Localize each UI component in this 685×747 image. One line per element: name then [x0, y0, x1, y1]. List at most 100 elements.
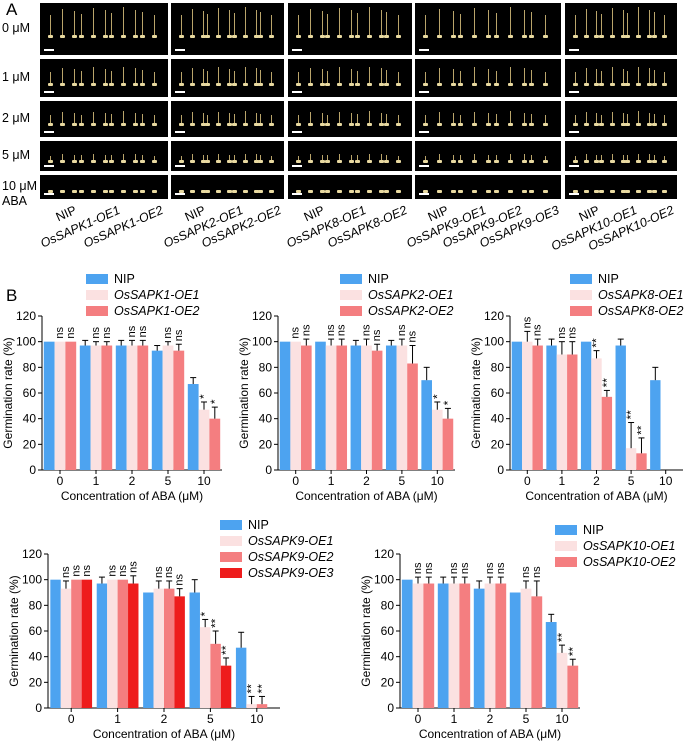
y-tick-label: 80 — [23, 360, 37, 374]
seed-mark — [354, 123, 360, 127]
shoot-mark — [135, 154, 137, 160]
significance-label: ** — [255, 684, 269, 694]
seed-mark — [384, 123, 390, 127]
seed-mark — [521, 35, 527, 39]
seedling-photo — [288, 101, 412, 137]
seed-mark — [543, 35, 549, 39]
shoot-mark — [229, 154, 231, 160]
seed-mark — [78, 159, 84, 163]
bar — [580, 341, 592, 470]
shoot-mark — [368, 153, 370, 160]
seed-mark — [507, 159, 513, 163]
seed-mark — [90, 159, 96, 163]
bar — [615, 345, 626, 470]
shoot-mark — [596, 154, 598, 160]
x-tick-label: 5 — [207, 712, 214, 726]
seed-mark — [625, 159, 631, 163]
seed-mark — [151, 82, 157, 86]
seed-mark — [507, 35, 513, 39]
scale-bar — [419, 91, 429, 93]
shoot-mark — [207, 71, 209, 83]
shoot-mark — [664, 115, 666, 124]
seed-mark — [227, 123, 233, 127]
y-tick-label: 0 — [265, 463, 272, 477]
seed-mark — [307, 35, 313, 39]
seed-mark — [227, 159, 233, 163]
seed-mark — [486, 159, 492, 163]
seed-mark — [179, 159, 184, 163]
shoot-mark — [351, 68, 353, 83]
bar — [256, 704, 268, 708]
shoot-mark — [495, 13, 497, 36]
seed-mark — [242, 189, 248, 193]
shoot-mark — [495, 114, 497, 124]
seed-mark — [662, 189, 668, 193]
seed-mark — [450, 189, 456, 193]
shoot-mark — [233, 13, 235, 36]
shoot-mark — [123, 66, 125, 83]
shoot-mark — [50, 71, 51, 83]
shoot-mark — [596, 11, 598, 36]
shoot-mark — [218, 111, 220, 124]
significance-label: ns — [153, 566, 165, 578]
shoot-mark — [425, 115, 426, 124]
bar — [60, 588, 72, 708]
bar — [220, 665, 232, 708]
seed-mark — [458, 82, 464, 86]
scale-bar — [419, 131, 429, 133]
bar — [173, 350, 185, 470]
legend-swatch — [570, 290, 592, 300]
seed-mark — [296, 35, 301, 39]
x-tick-label: 1 — [559, 474, 566, 488]
seed-mark — [354, 189, 360, 193]
significance-label: ns — [532, 324, 544, 336]
seed-mark — [651, 123, 657, 127]
seed-mark — [121, 123, 127, 127]
significance-label: ** — [245, 684, 259, 694]
bar — [210, 643, 221, 708]
significance-label: ns — [371, 329, 383, 341]
significance-label: ** — [634, 425, 648, 435]
seed-mark — [253, 159, 259, 163]
significance-label: ns — [521, 316, 533, 328]
seed-mark — [319, 159, 325, 163]
scale-bar — [44, 131, 54, 133]
shoot-mark — [653, 12, 655, 36]
significance-label: ** — [555, 632, 569, 642]
bar — [235, 647, 247, 708]
seed-mark — [121, 35, 127, 39]
scale-bar — [44, 91, 54, 93]
seed-mark — [662, 123, 668, 127]
scale-bar — [569, 49, 579, 51]
y-tick-label: 60 — [259, 386, 273, 400]
seed-mark — [384, 159, 390, 163]
legend-label: OsSAPK2-OE1 — [368, 288, 453, 302]
seed-mark — [636, 159, 642, 163]
significance-label: ** — [209, 618, 223, 628]
bar — [546, 345, 557, 470]
seed-mark — [521, 123, 527, 127]
seed-mark — [366, 82, 372, 86]
seed-mark — [366, 159, 372, 163]
y-axis-label: Germination rate (%) — [237, 337, 251, 448]
significance-label: * — [430, 394, 444, 399]
shoot-mark — [523, 9, 525, 36]
shoot-mark — [62, 8, 64, 36]
seed-mark — [384, 82, 390, 86]
scale-bar — [175, 165, 185, 167]
significance-label: ns — [290, 327, 302, 339]
shoot-mark — [488, 154, 490, 160]
x-tick-label: 1 — [451, 712, 458, 726]
shoot-mark — [229, 10, 231, 36]
shoot-mark — [627, 70, 629, 83]
shoot-mark — [339, 67, 341, 83]
significance-label: ** — [219, 645, 233, 655]
seed-mark — [200, 159, 206, 163]
shoot-mark — [104, 68, 106, 83]
x-tick-label: 1 — [114, 712, 121, 726]
seed-mark — [78, 35, 84, 39]
seed-mark — [450, 123, 456, 127]
seed-mark — [325, 35, 331, 39]
bar — [162, 345, 174, 470]
shoot-mark — [452, 11, 454, 36]
